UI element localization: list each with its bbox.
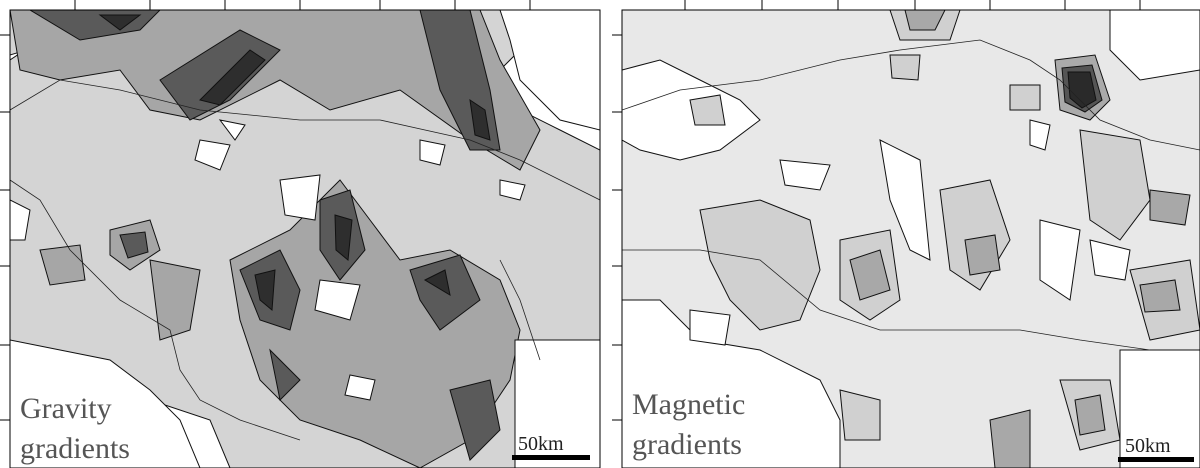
panel-label: gradients — [632, 428, 742, 461]
panel-label: Magnetic — [632, 388, 745, 421]
panel-label: Gravity — [20, 392, 112, 425]
magnetic-panel: Magnetic gradients 50km — [612, 0, 1200, 468]
scale-bar-label: 50km — [1125, 435, 1171, 457]
panel-label: gradients — [20, 432, 130, 465]
scale-bar-label: 50km — [518, 433, 564, 455]
scale-bar — [512, 455, 590, 460]
gravity-panel: Gravity gradients 50km — [0, 0, 601, 468]
scale-bar — [1118, 457, 1194, 462]
